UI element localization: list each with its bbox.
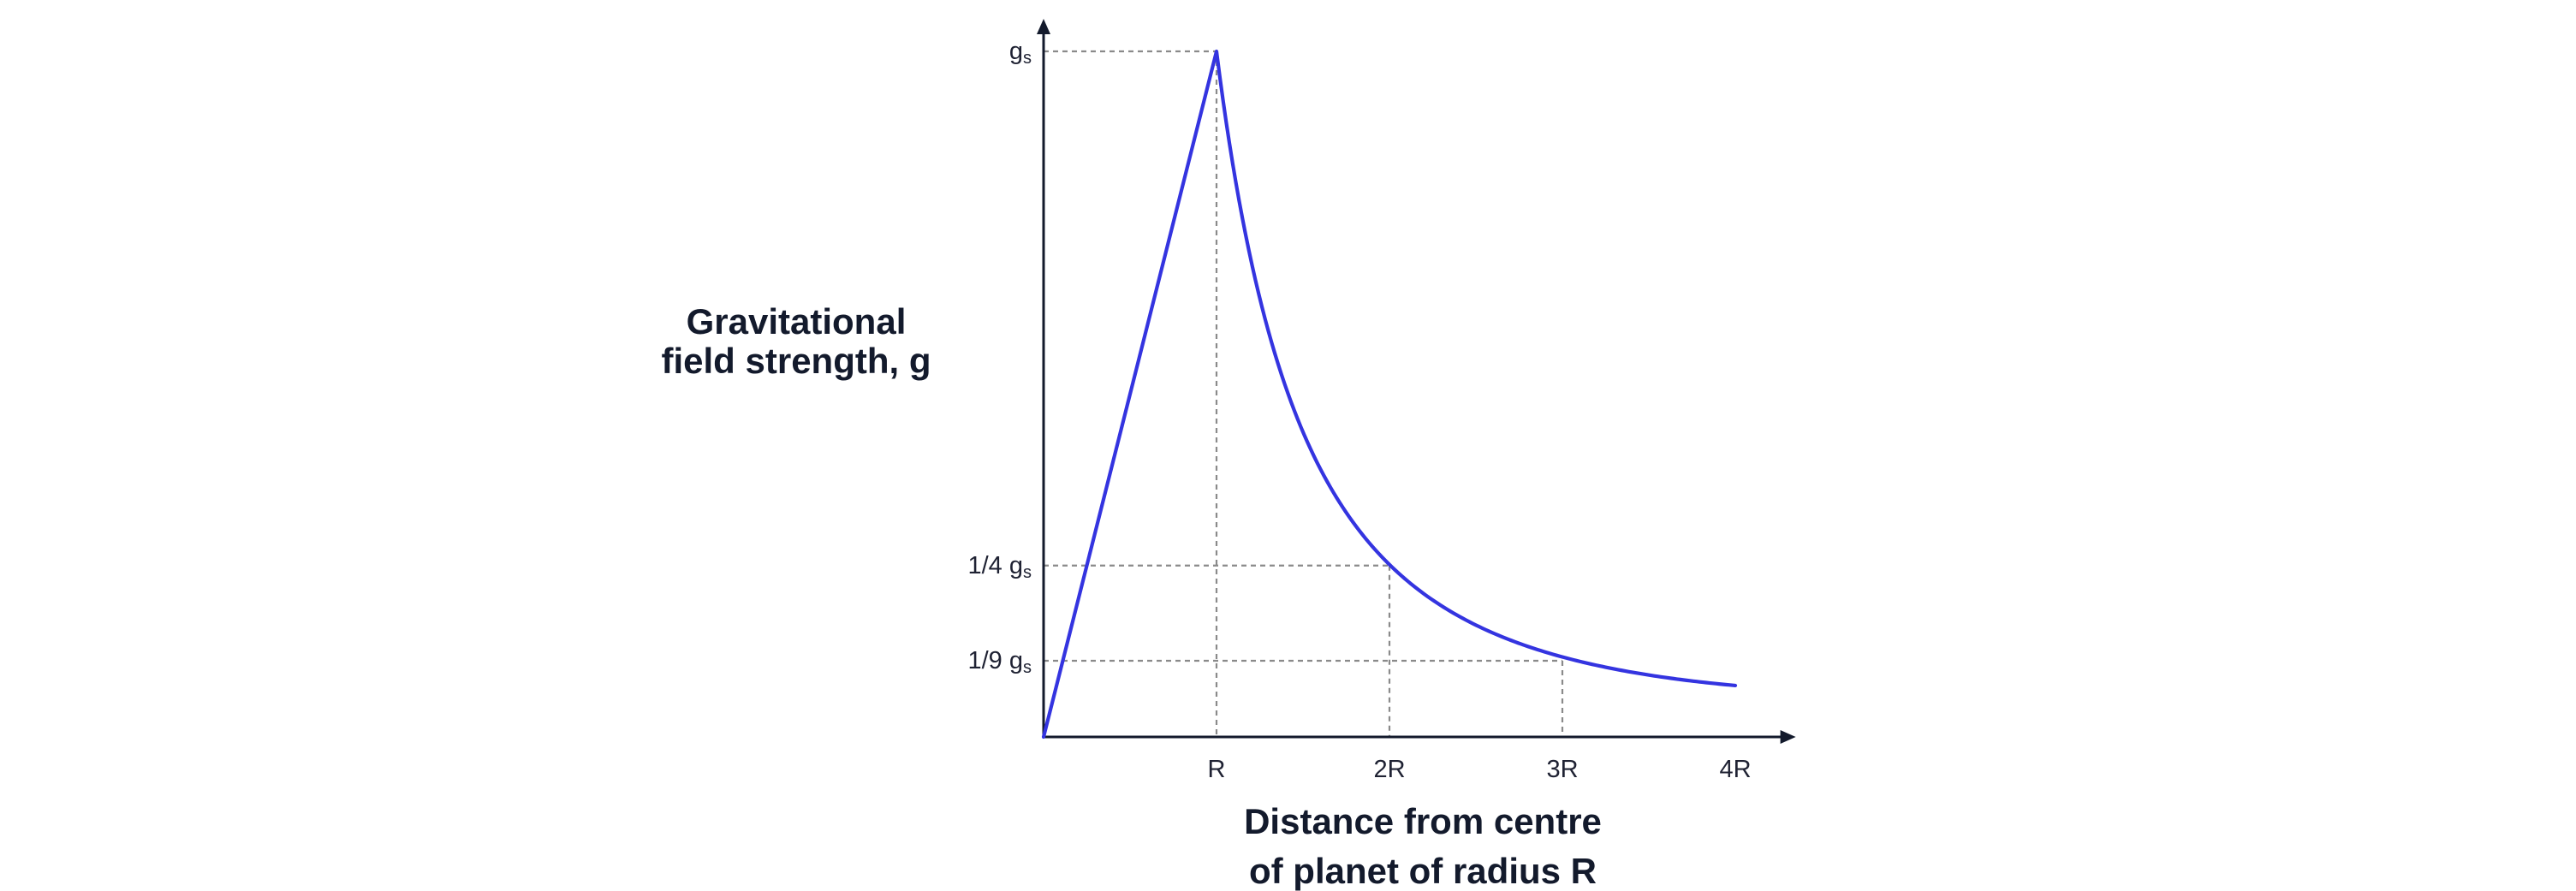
y-tick-label: 1/4 gs — [968, 552, 1032, 582]
y-tick-subscript: s — [1023, 563, 1032, 582]
y-axis-title-line: Gravitational — [687, 301, 907, 342]
x-axis-arrow — [1780, 730, 1796, 744]
y-tick-label-text: g — [1009, 38, 1023, 65]
y-axis-title-line: field strength, g — [662, 341, 931, 381]
y-tick-subscript: s — [1023, 49, 1032, 68]
y-tick-subscript: s — [1023, 658, 1032, 677]
x-axis-title-line: of planet of radius R — [1249, 851, 1597, 891]
x-axis-title-line: Distance from centre — [1244, 801, 1602, 841]
y-tick-label-text: 1/9 g — [968, 647, 1024, 674]
x-tick-label: 3R — [1546, 756, 1578, 783]
axes — [1037, 19, 1796, 744]
plot-area — [1041, 49, 1738, 740]
y-tick-label-text: 1/4 g — [968, 552, 1024, 579]
y-tick-label: 1/9 gs — [968, 647, 1032, 677]
y-tick-label: gs — [1009, 38, 1032, 68]
guide-lines — [1044, 50, 1564, 737]
y-axis-arrow — [1037, 19, 1050, 34]
x-tick-label: 4R — [1719, 756, 1751, 783]
x-tick-label: 2R — [1373, 756, 1405, 783]
x-tick-label: R — [1208, 756, 1226, 783]
field-strength-line — [1041, 49, 1738, 740]
